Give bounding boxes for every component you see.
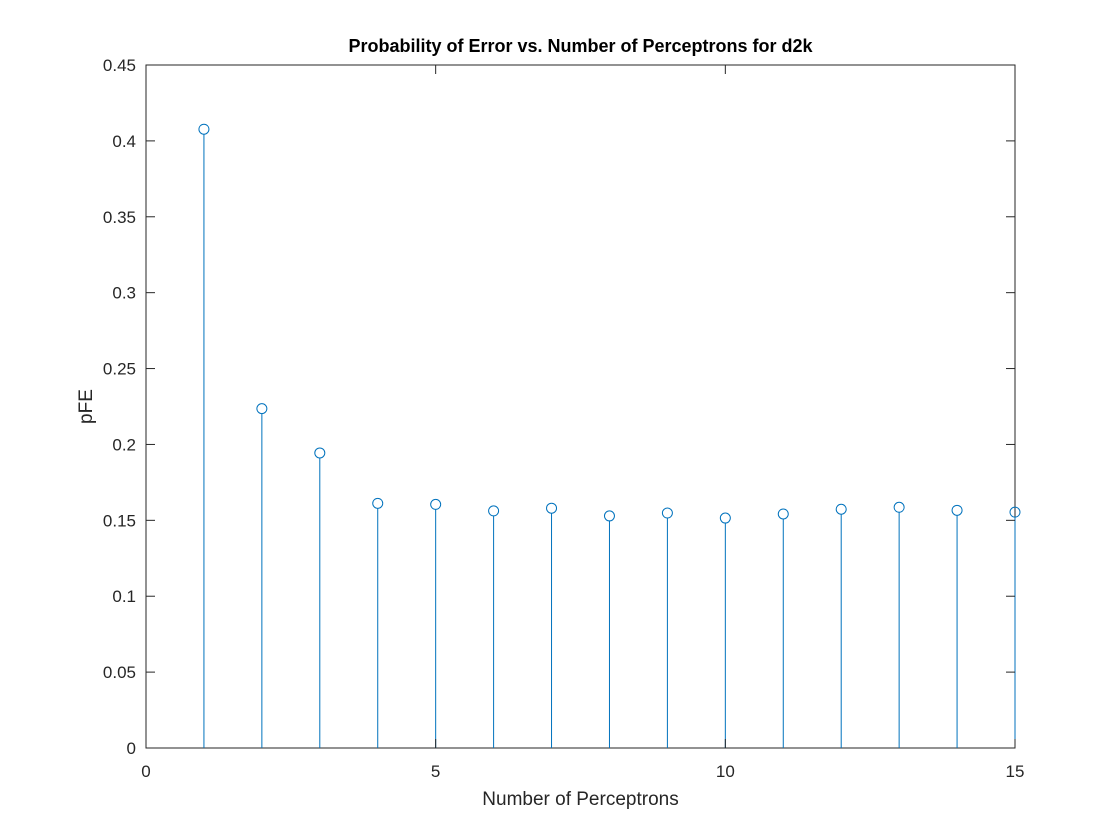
y-tick-label: 0.15 bbox=[103, 511, 136, 530]
stem-marker bbox=[719, 512, 731, 524]
y-tick-label: 0.1 bbox=[112, 587, 136, 606]
stem-marker bbox=[893, 501, 905, 513]
y-tick-label: 0.35 bbox=[103, 208, 136, 227]
axis-ticks: 0 5 10 15 0 0.05 0.1 0.15 0.2 0.25 0.3 0.35 0.4 0.45 bbox=[103, 56, 1025, 781]
stem-marker bbox=[951, 504, 963, 516]
y-tick-label: 0.4 bbox=[112, 132, 136, 151]
stem-marker bbox=[314, 447, 326, 459]
stem-marker bbox=[661, 507, 673, 519]
plot-area: 0 5 10 15 0 0.05 0.1 0.15 0.2 0.25 0.3 0.35 0.4 0.45 bbox=[103, 56, 1025, 781]
stem-marker bbox=[488, 505, 500, 517]
y-tick-label: 0 bbox=[127, 739, 136, 758]
x-tick-label: 5 bbox=[431, 762, 440, 781]
stem-marker bbox=[1009, 506, 1021, 518]
stem-marker bbox=[198, 123, 210, 135]
axes-box bbox=[145, 64, 1016, 749]
y-tick-label: 0.45 bbox=[103, 56, 136, 75]
stem-marker bbox=[777, 508, 789, 520]
stems-series bbox=[198, 123, 1021, 748]
y-tick-label: 0.2 bbox=[112, 435, 136, 454]
stem-marker bbox=[603, 510, 615, 522]
stem-marker bbox=[835, 503, 847, 515]
y-axis-label: pFE bbox=[76, 389, 97, 424]
y-tick-label: 0.05 bbox=[103, 663, 136, 682]
x-tick-label: 0 bbox=[141, 762, 150, 781]
x-axis-label: Number of Perceptrons bbox=[482, 789, 678, 810]
stem-marker bbox=[546, 502, 558, 514]
x-tick-label: 10 bbox=[716, 762, 735, 781]
y-tick-label: 0.25 bbox=[103, 360, 136, 379]
chart-title: Probability of Error vs. Number of Perce… bbox=[348, 36, 813, 56]
stem-marker bbox=[372, 497, 384, 509]
stem-marker bbox=[256, 403, 268, 415]
stem-marker bbox=[430, 498, 442, 510]
y-tick-label: 0.3 bbox=[112, 284, 136, 303]
x-tick-label: 15 bbox=[1006, 762, 1025, 781]
